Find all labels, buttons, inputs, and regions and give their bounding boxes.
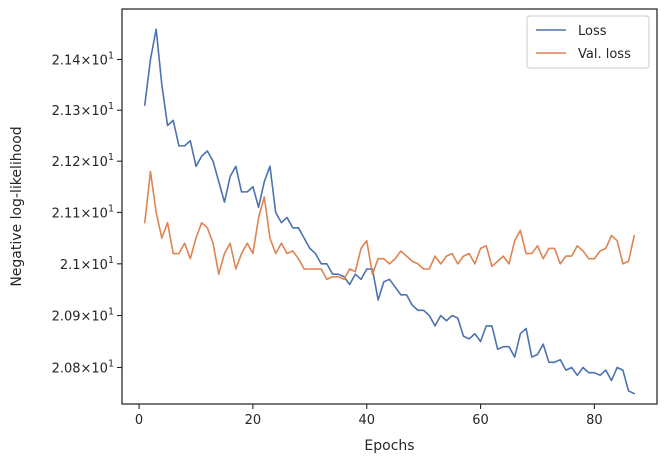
series-lines (143, 28, 636, 395)
y-tick-label: 2.1×101 (60, 255, 114, 273)
series-line-1 (143, 170, 636, 281)
y-axis: 2.08×101 2.09×101 2.1×101 2.11×101 2.12×101 2… (52, 50, 122, 376)
y-tick-label: 2.14×101 (52, 50, 114, 68)
y-tick-label: 2.09×101 (52, 307, 114, 325)
legend-label-val-loss: Val. loss (578, 47, 631, 62)
y-tick-label: 2.13×101 (52, 101, 114, 119)
legend-label-loss: Loss (578, 24, 607, 39)
legend: Loss Val. loss (526, 15, 650, 69)
x-tick-label: 20 (245, 413, 262, 428)
x-tick-label: 80 (586, 413, 603, 428)
x-tick-label: 40 (358, 413, 375, 428)
series-line-0 (143, 28, 636, 395)
x-tick-label: 0 (135, 413, 143, 428)
y-tick-label: 2.11×101 (52, 203, 114, 221)
x-axis: 0 20 40 60 80 (135, 404, 603, 428)
plot-area-frame (121, 8, 658, 405)
x-tick-label: 60 (472, 413, 489, 428)
x-axis-label: Epochs (364, 438, 414, 454)
y-tick-label: 2.12×101 (52, 152, 114, 170)
legend-box (526, 15, 650, 69)
y-tick-label: 2.08×101 (52, 358, 114, 376)
y-axis-label: Negative log-likelihood (9, 126, 25, 286)
